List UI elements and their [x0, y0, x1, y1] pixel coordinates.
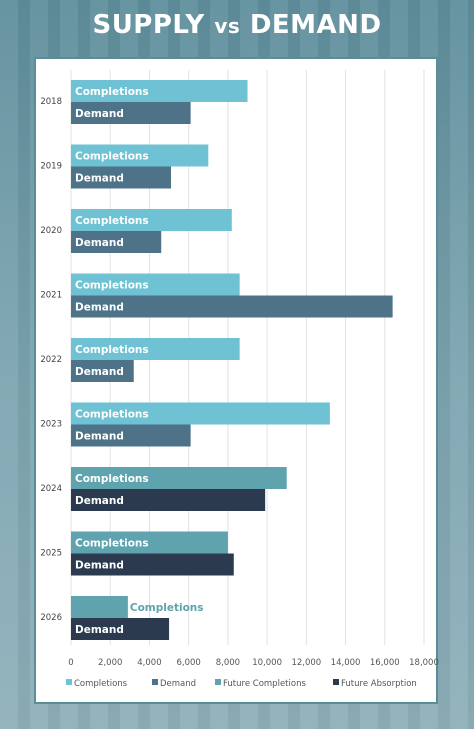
category-label: 2026 — [40, 613, 62, 623]
bar-label-completions: Completions — [75, 473, 149, 485]
x-tick-label: 4,000 — [137, 658, 161, 668]
legend-swatch — [66, 679, 72, 685]
bar-demand — [71, 618, 170, 640]
x-tick-label: 14,000 — [331, 658, 361, 668]
x-tick-label: 18,000 — [409, 658, 439, 668]
category-label: 2020 — [40, 226, 62, 236]
bar-label-demand: Demand — [75, 560, 124, 572]
legend-label: Completions — [74, 679, 128, 689]
bar-completions — [71, 596, 128, 618]
bar-demand — [71, 553, 234, 576]
bar-label-demand: Demand — [75, 431, 124, 443]
bar-label-completions: Completions — [75, 280, 149, 292]
bar-completions — [71, 144, 209, 167]
x-tick-label: 8,000 — [216, 658, 240, 668]
bar-label-demand: Demand — [75, 173, 124, 185]
bar-demand — [71, 424, 191, 447]
bar-completions — [71, 402, 330, 425]
bar-label-demand: Demand — [75, 302, 124, 314]
title-vs: vs — [214, 14, 241, 38]
category-label: 2025 — [40, 549, 62, 559]
bar-label-demand: Demand — [75, 108, 124, 120]
bar-label-completions: Completions — [75, 215, 149, 227]
legend-swatch — [333, 679, 339, 685]
bar-demand — [71, 231, 162, 253]
bar-label-completions: Completions — [75, 409, 149, 421]
category-label: 2024 — [40, 484, 62, 494]
bar-label-completions: Completions — [75, 538, 149, 550]
x-tick-label: 0 — [68, 658, 73, 668]
category-label: 2018 — [40, 97, 62, 107]
bar-label-completions: Completions — [75, 86, 149, 98]
bar-demand — [71, 166, 172, 189]
bar-label-demand: Demand — [75, 624, 124, 636]
category-label: 2021 — [40, 291, 62, 301]
category-label: 2022 — [40, 355, 62, 365]
bar-completions — [71, 273, 240, 296]
bar-label-completions: Completions — [130, 602, 204, 614]
x-tick-label: 6,000 — [176, 658, 200, 668]
legend-swatch — [215, 679, 221, 685]
bar-completions — [71, 531, 228, 554]
bar-label-completions: Completions — [75, 151, 149, 163]
title-demand: DEMAND — [249, 10, 382, 40]
bar-demand — [71, 295, 393, 318]
legend-label: Future Completions — [223, 679, 306, 689]
bar-label-demand: Demand — [75, 495, 124, 507]
bar-completions — [71, 338, 240, 360]
title-supply: SUPPLY — [92, 10, 205, 40]
bar-label-demand: Demand — [75, 237, 124, 249]
legend-label: Future Absorption — [341, 679, 417, 689]
legend-label: Demand — [160, 679, 196, 689]
x-tick-label: 2,000 — [98, 658, 122, 668]
category-label: 2019 — [40, 162, 62, 172]
x-tick-label: 12,000 — [291, 658, 321, 668]
x-tick-label: 10,000 — [252, 658, 282, 668]
bar-demand — [71, 102, 191, 124]
legend-swatch — [152, 679, 158, 685]
bar-completions — [71, 209, 232, 231]
bar-demand — [71, 360, 134, 382]
bar-completions — [71, 80, 248, 102]
bar-label-demand: Demand — [75, 366, 124, 378]
bar-demand — [71, 489, 266, 511]
page-title: SUPPLY vs DEMAND — [0, 10, 474, 40]
bar-completions — [71, 467, 287, 489]
bar-label-completions: Completions — [75, 344, 149, 356]
x-tick-label: 16,000 — [370, 658, 400, 668]
category-label: 2023 — [40, 420, 62, 430]
